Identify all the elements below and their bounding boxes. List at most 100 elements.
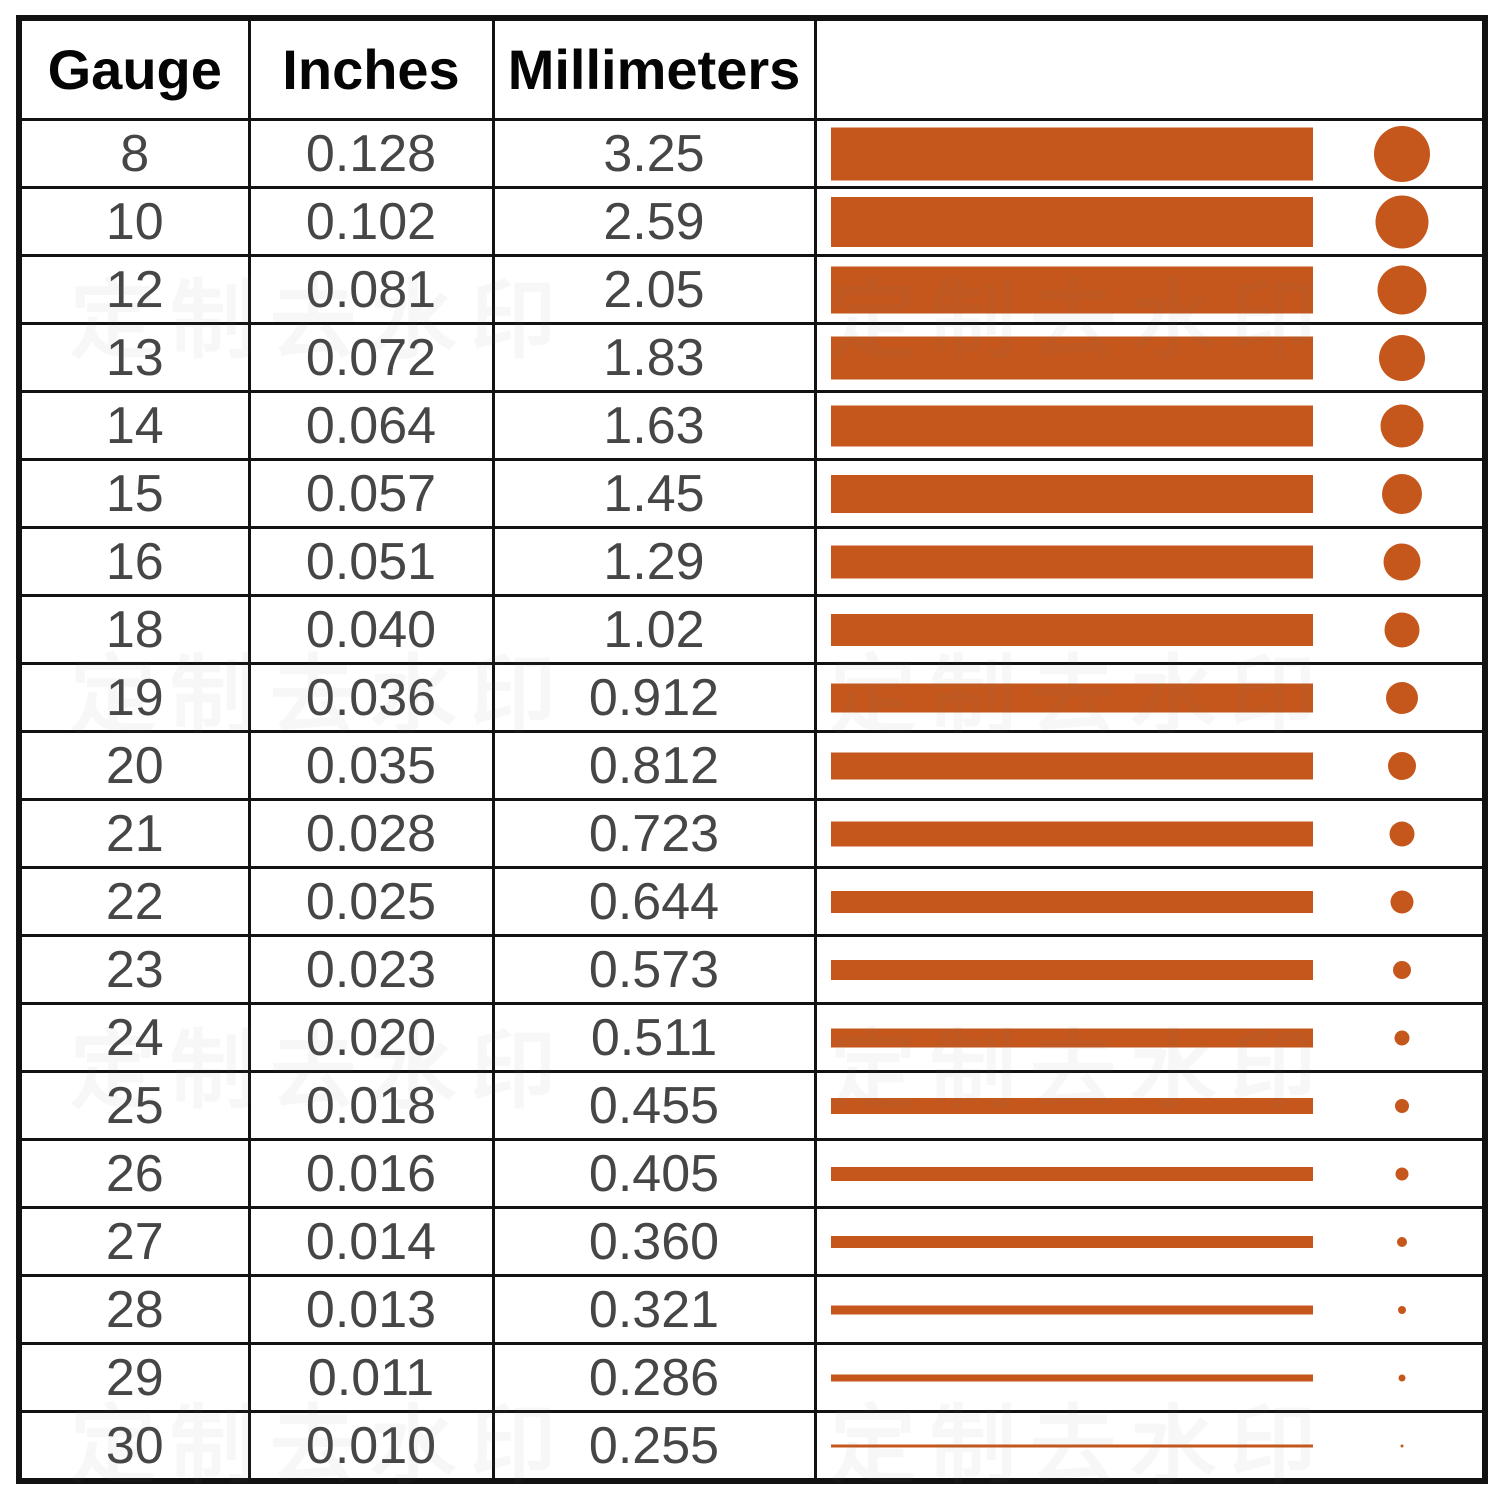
millimeters-cell: 0.321 bbox=[491, 1274, 817, 1345]
wire-thickness-bar bbox=[830, 821, 1313, 846]
millimeters-cell: 0.511 bbox=[491, 1002, 817, 1073]
wire-diameter-dot bbox=[1390, 890, 1413, 913]
wire-thickness-bar bbox=[830, 613, 1313, 646]
column-header-visual bbox=[813, 16, 1487, 121]
inches-cell: 0.102 bbox=[247, 186, 495, 257]
gauge-size-table: Gauge Inches Millimeters 8 0.128 3.25 10 0.1… bbox=[16, 15, 1488, 1484]
inches-cell: 0.011 bbox=[247, 1342, 495, 1413]
wire-diameter-dot bbox=[1400, 1444, 1403, 1447]
gauge-cell: 18 bbox=[17, 594, 251, 665]
gauge-cell: 12 bbox=[17, 254, 251, 325]
wire-diameter-dot bbox=[1377, 265, 1426, 314]
size-visual-cell bbox=[813, 730, 1487, 801]
table-row: 16 0.051 1.29 bbox=[17, 526, 1487, 597]
inches-cell: 0.014 bbox=[247, 1206, 495, 1277]
wire-diameter-dot bbox=[1381, 473, 1422, 514]
size-visual-cell bbox=[813, 1206, 1487, 1277]
millimeters-cell: 1.29 bbox=[491, 526, 817, 597]
wire-thickness-bar bbox=[830, 474, 1313, 513]
gauge-cell: 22 bbox=[17, 866, 251, 937]
wire-thickness-bar bbox=[830, 545, 1313, 578]
wire-diameter-dot bbox=[1397, 1305, 1406, 1314]
wire-diameter-dot bbox=[1395, 1167, 1408, 1180]
size-visual-cell bbox=[813, 662, 1487, 733]
table-row: 13 0.072 1.83 bbox=[17, 322, 1487, 393]
millimeters-cell: 1.63 bbox=[491, 390, 817, 461]
wire-diameter-dot bbox=[1398, 1374, 1405, 1381]
wire-diameter-dot bbox=[1385, 681, 1418, 714]
inches-cell: 0.051 bbox=[247, 526, 495, 597]
gauge-cell: 28 bbox=[17, 1274, 251, 1345]
size-visual-cell bbox=[813, 1070, 1487, 1141]
table-row: 18 0.040 1.02 bbox=[17, 594, 1487, 665]
wire-diameter-dot bbox=[1380, 404, 1423, 447]
inches-cell: 0.010 bbox=[247, 1410, 495, 1483]
wire-thickness-bar bbox=[830, 752, 1313, 779]
millimeters-cell: 2.05 bbox=[491, 254, 817, 325]
wire-thickness-bar bbox=[830, 1235, 1313, 1248]
table-row: 12 0.081 2.05 bbox=[17, 254, 1487, 325]
size-visual-cell bbox=[813, 798, 1487, 869]
wire-thickness-bar bbox=[830, 683, 1313, 712]
inches-cell: 0.057 bbox=[247, 458, 495, 529]
wire-thickness-bar bbox=[830, 1444, 1313, 1447]
size-visual-cell bbox=[813, 1410, 1487, 1483]
wire-diameter-dot bbox=[1387, 751, 1416, 780]
gauge-cell: 24 bbox=[17, 1002, 251, 1073]
table-row: 25 0.018 0.455 bbox=[17, 1070, 1487, 1141]
wire-thickness-bar bbox=[830, 266, 1313, 313]
table-row: 8 0.128 3.25 bbox=[17, 118, 1487, 189]
size-visual-cell bbox=[813, 118, 1487, 189]
gauge-cell: 13 bbox=[17, 322, 251, 393]
millimeters-cell: 3.25 bbox=[491, 118, 817, 189]
size-visual-cell bbox=[813, 594, 1487, 665]
table-row: 20 0.035 0.812 bbox=[17, 730, 1487, 801]
wire-thickness-bar bbox=[830, 196, 1313, 247]
inches-cell: 0.018 bbox=[247, 1070, 495, 1141]
inches-cell: 0.072 bbox=[247, 322, 495, 393]
size-visual-cell bbox=[813, 934, 1487, 1005]
inches-cell: 0.040 bbox=[247, 594, 495, 665]
size-visual-cell bbox=[813, 458, 1487, 529]
inches-cell: 0.025 bbox=[247, 866, 495, 937]
wire-thickness-bar bbox=[830, 1305, 1313, 1314]
gauge-cell: 15 bbox=[17, 458, 251, 529]
size-visual-cell bbox=[813, 1002, 1487, 1073]
wire-diameter-dot bbox=[1394, 1098, 1409, 1113]
inches-cell: 0.020 bbox=[247, 1002, 495, 1073]
wire-thickness-bar bbox=[830, 1028, 1313, 1047]
size-visual-cell bbox=[813, 1274, 1487, 1345]
gauge-table-body: 8 0.128 3.25 10 0.102 2.59 12 0.081 2.05 13 0.072 1… bbox=[17, 118, 1487, 1483]
column-header-inches: Inches bbox=[247, 16, 495, 121]
millimeters-cell: 0.455 bbox=[491, 1070, 817, 1141]
millimeters-cell: 0.405 bbox=[491, 1138, 817, 1209]
table-row: 22 0.025 0.644 bbox=[17, 866, 1487, 937]
millimeters-cell: 1.02 bbox=[491, 594, 817, 665]
wire-diameter-dot bbox=[1373, 125, 1430, 182]
size-visual-cell bbox=[813, 1342, 1487, 1413]
size-visual-cell bbox=[813, 254, 1487, 325]
table-row: 30 0.010 0.255 bbox=[17, 1410, 1487, 1483]
gauge-cell: 26 bbox=[17, 1138, 251, 1209]
millimeters-cell: 0.286 bbox=[491, 1342, 817, 1413]
gauge-cell: 16 bbox=[17, 526, 251, 597]
inches-cell: 0.035 bbox=[247, 730, 495, 801]
size-visual-cell bbox=[813, 526, 1487, 597]
column-header-gauge: Gauge bbox=[17, 16, 251, 121]
inches-cell: 0.064 bbox=[247, 390, 495, 461]
gauge-cell: 8 bbox=[17, 118, 251, 189]
millimeters-cell: 0.723 bbox=[491, 798, 817, 869]
millimeters-cell: 0.644 bbox=[491, 866, 817, 937]
wire-diameter-dot bbox=[1396, 1236, 1407, 1247]
wire-diameter-dot bbox=[1375, 195, 1428, 248]
inches-cell: 0.081 bbox=[247, 254, 495, 325]
inches-cell: 0.036 bbox=[247, 662, 495, 733]
wire-diameter-dot bbox=[1378, 334, 1425, 381]
inches-cell: 0.013 bbox=[247, 1274, 495, 1345]
gauge-cell: 14 bbox=[17, 390, 251, 461]
wire-diameter-dot bbox=[1383, 543, 1420, 580]
wire-thickness-bar bbox=[830, 890, 1313, 913]
wire-diameter-dot bbox=[1384, 612, 1419, 647]
millimeters-cell: 0.912 bbox=[491, 662, 817, 733]
table-row: 23 0.023 0.573 bbox=[17, 934, 1487, 1005]
